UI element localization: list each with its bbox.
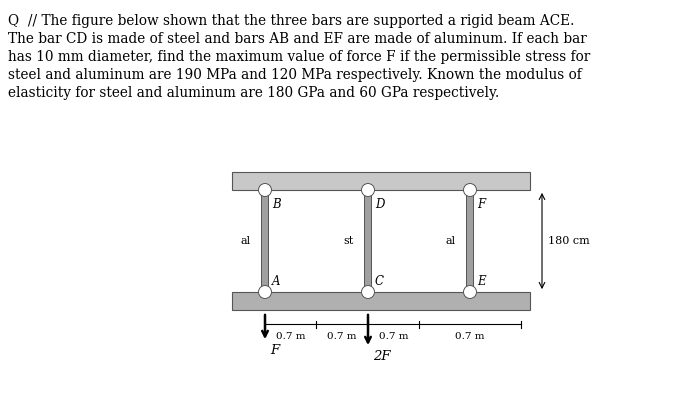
Text: 0.7 m: 0.7 m <box>379 332 409 341</box>
Text: 2F: 2F <box>373 350 391 363</box>
Bar <box>466 190 473 292</box>
Text: E: E <box>477 275 486 288</box>
Bar <box>232 172 530 190</box>
Text: D: D <box>375 198 384 211</box>
Text: 0.7 m: 0.7 m <box>455 332 485 341</box>
Text: al: al <box>446 236 456 246</box>
Text: C: C <box>375 275 384 288</box>
Text: st: st <box>344 236 354 246</box>
Circle shape <box>258 184 271 197</box>
Text: A: A <box>272 275 280 288</box>
Text: steel and aluminum are 190 MPa and 120 MPa respectively. Known the modulus of: steel and aluminum are 190 MPa and 120 M… <box>8 68 582 82</box>
Text: The bar CD is made of steel and bars AB and EF are made of aluminum. If each bar: The bar CD is made of steel and bars AB … <box>8 32 586 46</box>
Circle shape <box>464 286 477 299</box>
Bar <box>232 292 530 310</box>
Bar <box>262 190 269 292</box>
Circle shape <box>464 184 477 197</box>
Text: B: B <box>272 198 280 211</box>
Circle shape <box>362 184 375 197</box>
Text: elasticity for steel and aluminum are 180 GPa and 60 GPa respectively.: elasticity for steel and aluminum are 18… <box>8 86 499 100</box>
Text: F: F <box>477 198 485 211</box>
Text: 0.7 m: 0.7 m <box>328 332 357 341</box>
Text: has 10 mm diameter, find the maximum value of force F if the permissible stress : has 10 mm diameter, find the maximum val… <box>8 50 591 64</box>
Text: al: al <box>241 236 251 246</box>
Circle shape <box>362 286 375 299</box>
Text: F: F <box>270 344 279 357</box>
Text: Q  // The figure below shown that the three bars are supported a rigid beam ACE.: Q // The figure below shown that the thr… <box>8 14 575 28</box>
Text: 180 cm: 180 cm <box>548 236 590 246</box>
Bar <box>364 190 371 292</box>
Text: 0.7 m: 0.7 m <box>276 332 305 341</box>
Circle shape <box>258 286 271 299</box>
